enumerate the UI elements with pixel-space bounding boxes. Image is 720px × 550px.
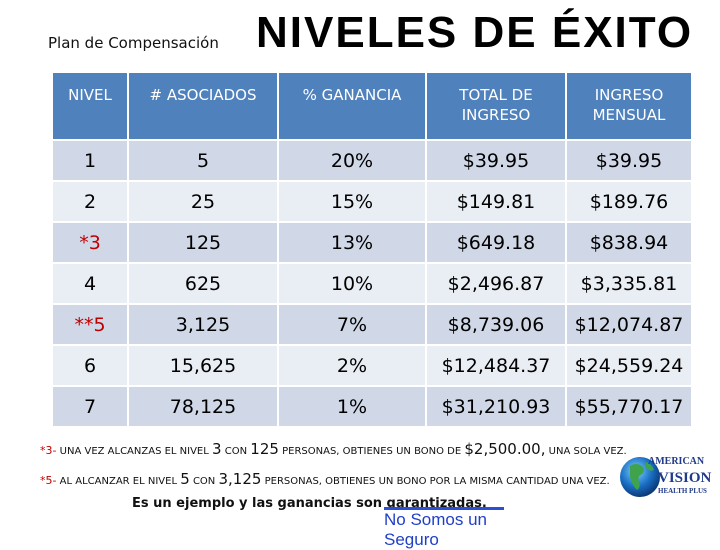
table-row: 2 25 15% $149.81 $189.76 [51, 180, 693, 223]
cell-total: $2,496.87 [425, 262, 567, 305]
cell-nivel: **5 [51, 303, 129, 346]
note-text: AL ALCANZAR EL NIVEL [59, 476, 178, 487]
cell-mensual: $24,559.24 [565, 344, 693, 387]
cell-total: $39.95 [425, 139, 567, 182]
cell-total: $149.81 [425, 180, 567, 223]
cell-nivel: 4 [51, 262, 129, 305]
note-value: $2,500.00, [464, 440, 546, 458]
table-row: 1 5 20% $39.95 $39.95 [51, 139, 693, 182]
continent-shape [646, 462, 654, 471]
note-value: 3,125 [218, 470, 262, 488]
cell-asociados: 625 [127, 262, 279, 305]
table-header-row: NIVEL # ASOCIADOS % GANANCIA TOTAL DE IN… [51, 71, 693, 141]
bonus-note-level-3: *3- UNA VEZ ALCANZAS EL NIVEL 3 CON 125 … [40, 440, 627, 458]
note-text: PERSONAS, OBTIENES UN BONO POR LA MISMA … [264, 476, 610, 487]
cell-ganancia: 13% [277, 221, 427, 264]
cell-ganancia: 7% [277, 303, 427, 346]
cell-asociados: 3,125 [127, 303, 279, 346]
note-value: 125 [250, 440, 279, 458]
note-text: UNA VEZ ALCANZAS EL NIVEL [59, 446, 209, 457]
cell-total: $649.18 [425, 221, 567, 264]
cell-asociados: 78,125 [127, 385, 279, 428]
cell-total: $8,739.06 [425, 303, 567, 346]
table-row: 7 78,125 1% $31,210.93 $55,770.17 [51, 385, 693, 428]
note-text: CON [192, 476, 216, 487]
logo-line-3: HEALTH PLUS [658, 487, 707, 495]
cell-asociados: 25 [127, 180, 279, 223]
logo-line-1: AMERICAN [648, 456, 705, 467]
header-total-ingreso: TOTAL DE INGRESO [425, 71, 567, 141]
cell-total: $31,210.93 [425, 385, 567, 428]
table-row: **5 3,125 7% $8,739.06 $12,074.87 [51, 303, 693, 346]
cell-mensual: $838.94 [565, 221, 693, 264]
cell-nivel: 6 [51, 344, 129, 387]
note-value: 3 [212, 440, 222, 458]
cell-nivel: 2 [51, 180, 129, 223]
cell-nivel: 7 [51, 385, 129, 428]
table-row: 6 15,625 2% $12,484.37 $24,559.24 [51, 344, 693, 387]
note-text: PERSONAS, OBTIENES UN BONO DE [282, 446, 462, 457]
levels-table: NIVEL # ASOCIADOS % GANANCIA TOTAL DE IN… [51, 71, 693, 428]
american-vision-logo: AMERICAN VISION HEALTH PLUS [620, 456, 712, 497]
bonus-note-level-5: *5- AL ALCANZAR EL NIVEL 5 CON 3,125 PER… [40, 470, 610, 488]
table-row: 4 625 10% $2,496.87 $3,335.81 [51, 262, 693, 305]
cell-asociados: 5 [127, 139, 279, 182]
cell-mensual: $55,770.17 [565, 385, 693, 428]
cell-total: $12,484.37 [425, 344, 567, 387]
cell-ganancia: 15% [277, 180, 427, 223]
continent-shape [630, 464, 644, 490]
note-text: CON [224, 446, 248, 457]
cell-ganancia: 2% [277, 344, 427, 387]
cell-ganancia: 10% [277, 262, 427, 305]
table-row: *3 125 13% $649.18 $838.94 [51, 221, 693, 264]
note-text: UNA SOLA VEZ. [548, 446, 627, 457]
cell-asociados: 125 [127, 221, 279, 264]
header-asociados: # ASOCIADOS [127, 71, 279, 141]
insurance-disclaimer: No Somos un Seguro [384, 507, 504, 550]
plan-subtitle: Plan de Compensación [48, 34, 219, 52]
header-ganancia: % GANANCIA [277, 71, 427, 141]
note-marker: *5- [40, 474, 57, 487]
cell-mensual: $39.95 [565, 139, 693, 182]
cell-nivel: *3 [51, 221, 129, 264]
header-nivel: NIVEL [51, 71, 129, 141]
header-ingreso-mensual: INGRESO MENSUAL [565, 71, 693, 141]
logo-line-2: VISION [658, 470, 712, 486]
cell-mensual: $12,074.87 [565, 303, 693, 346]
note-marker: *3- [40, 444, 57, 457]
cell-mensual: $189.76 [565, 180, 693, 223]
cell-mensual: $3,335.81 [565, 262, 693, 305]
cell-ganancia: 1% [277, 385, 427, 428]
cell-nivel: 1 [51, 139, 129, 182]
page-title: NIVELES DE ÉXITO [256, 8, 694, 57]
cell-ganancia: 20% [277, 139, 427, 182]
cell-asociados: 15,625 [127, 344, 279, 387]
note-value: 5 [180, 470, 190, 488]
